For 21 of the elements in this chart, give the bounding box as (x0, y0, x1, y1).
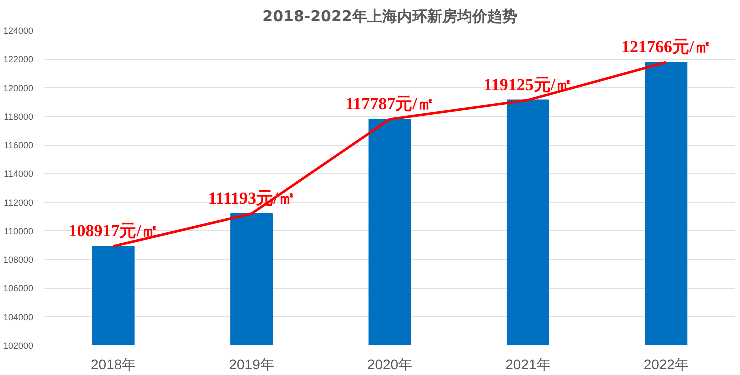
chart-title: 2018-2022年上海内环新房均价趋势 (262, 8, 518, 26)
y-tick-label: 102000 (3, 341, 34, 351)
y-tick-label: 106000 (3, 284, 34, 294)
x-tick-label: 2019年 (229, 356, 274, 372)
y-tick-label: 116000 (4, 140, 34, 151)
x-tick-label: 2018年 (91, 356, 136, 372)
y-tick-label: 110000 (4, 226, 34, 236)
x-tick-label: 2021年 (506, 356, 551, 372)
y-tick-label: 118000 (4, 112, 34, 122)
y-tick-label: 114000 (4, 169, 34, 180)
data-label: 117787元/㎡ (346, 94, 434, 114)
y-tick-label: 122000 (3, 54, 34, 65)
y-tick-label: 112000 (4, 198, 34, 208)
y-tick-label: 104000 (3, 312, 34, 322)
data-label: 108917元/㎡ (68, 221, 158, 240)
y-tick-label: 108000 (3, 255, 34, 266)
y-tick-label: 120000 (3, 83, 34, 94)
y-tick-label: 124000 (3, 26, 34, 36)
x-tick-label: 2020年 (367, 356, 413, 372)
data-label: 121766元/㎡ (622, 37, 712, 56)
x-tick-label: 2022年 (644, 356, 689, 372)
